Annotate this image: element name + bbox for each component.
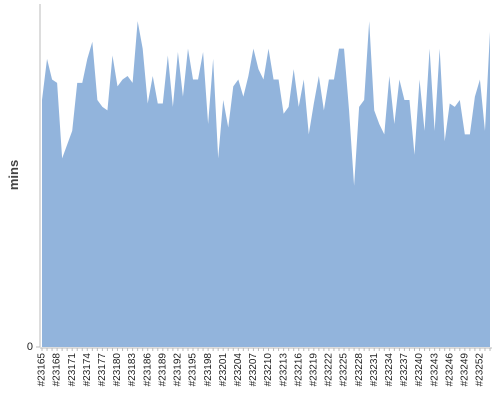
x-tick-label: #23243 [429, 353, 440, 387]
x-tick-label: #23225 [339, 353, 350, 387]
x-tick-label: #23171 [67, 353, 78, 387]
x-tick-label: #23246 [444, 353, 455, 387]
x-tick-label: #23213 [278, 353, 289, 387]
x-tick-label: #23216 [293, 353, 304, 387]
x-tick-label: #23189 [157, 353, 168, 387]
x-tick-label: #23174 [82, 353, 93, 387]
x-tick-label: #23219 [308, 353, 319, 387]
y-tick-label: 0 [27, 341, 33, 353]
x-tick-label: #23177 [97, 353, 108, 387]
y-axis-label: mins [6, 160, 21, 190]
x-tick-label: #23165 [37, 353, 48, 387]
x-tick-label: #23222 [324, 353, 335, 387]
x-tick-label: #23228 [354, 353, 365, 387]
x-tick-label: #23198 [203, 353, 214, 387]
x-tick-label: #23231 [369, 353, 380, 387]
x-tick-label: #23186 [142, 353, 153, 387]
x-tick-label: #23183 [127, 353, 138, 387]
x-tick-label: #23204 [233, 353, 244, 387]
x-tick-label: #23252 [475, 353, 486, 387]
x-tick-label: #23249 [459, 353, 470, 387]
x-tick-label: #23195 [188, 353, 199, 387]
x-tick-label: #23207 [248, 353, 259, 387]
x-tick-label: #23192 [173, 353, 184, 387]
x-tick-label: #23234 [384, 353, 395, 387]
area [42, 21, 490, 348]
x-tick-label: #23201 [218, 353, 229, 387]
x-tick-label: #23168 [52, 353, 63, 387]
x-tick-label: #23180 [112, 353, 123, 387]
x-tick-label: #23240 [414, 353, 425, 387]
x-tick-label: #23237 [399, 353, 410, 387]
x-tick-label: #23210 [263, 353, 274, 387]
